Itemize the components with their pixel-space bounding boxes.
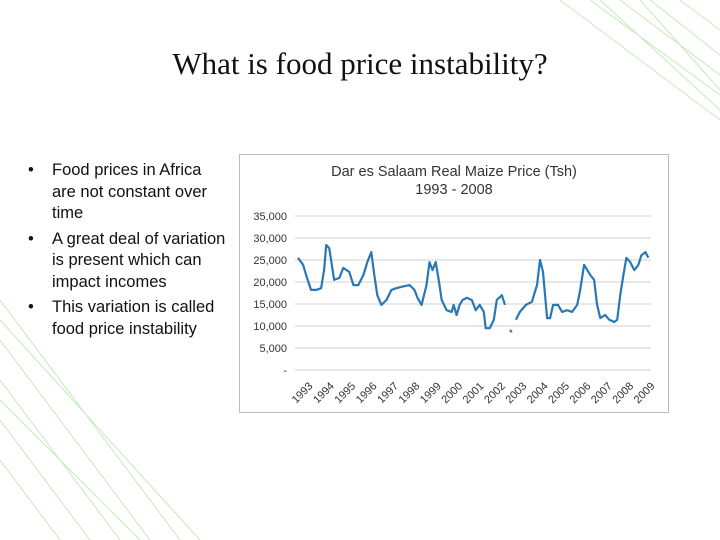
y-tick-label: 20,000 — [253, 277, 287, 289]
y-tick-label: 30,000 — [253, 233, 287, 245]
chart: Dar es Salaam Real Maize Price (Tsh) 199… — [239, 154, 669, 413]
y-tick-label: - — [283, 365, 287, 377]
chart-subtitle: 1993 - 2008 — [415, 182, 492, 198]
bullet: This variation is called food price inst… — [28, 297, 227, 340]
bullet: Food prices in Africa are not constant o… — [28, 160, 227, 225]
y-tick-label: 25,000 — [253, 255, 287, 267]
slide-title: What is food price instability? — [172, 46, 548, 81]
chart-title: Dar es Salaam Real Maize Price (Tsh) — [331, 164, 577, 180]
y-tick-label: 5,000 — [259, 343, 287, 355]
y-tick-label: 15,000 — [253, 299, 287, 311]
bullet: A great deal of variation is present whi… — [28, 229, 227, 294]
y-tick-label: 35,000 — [253, 211, 287, 223]
y-tick-label: 10,000 — [253, 321, 287, 333]
bullet-list: Food prices in Africa are not constant o… — [28, 160, 228, 344]
price-line — [297, 243, 650, 333]
